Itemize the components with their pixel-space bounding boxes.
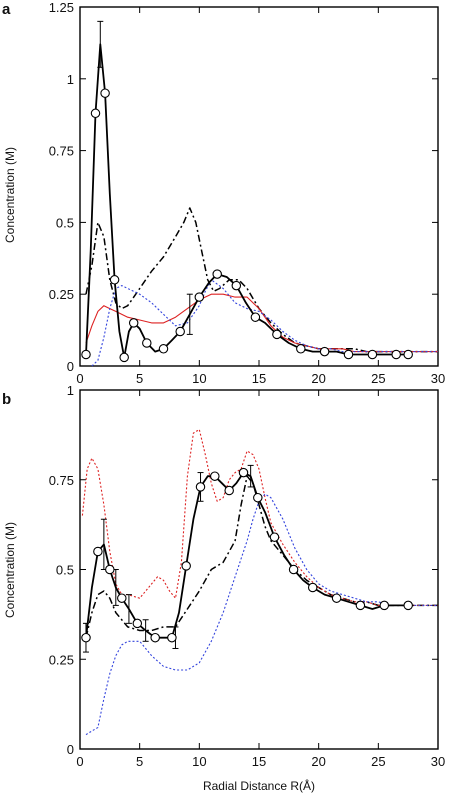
- data-point: [307, 582, 318, 593]
- panel-b-x-tick-labels: 0 5 10 15 20 25 30: [76, 754, 445, 769]
- data-point: [355, 600, 366, 611]
- panel-b-x-axis-label: Radial Distance R(Å): [203, 778, 315, 793]
- x-tick-label: 5: [136, 754, 143, 769]
- x-tick-label: 10: [192, 754, 206, 769]
- panel-a-series: [81, 20, 438, 367]
- series-line-solid-circles: [85, 43, 409, 359]
- y-tick-label: 1: [67, 72, 74, 87]
- data-point: [391, 349, 401, 360]
- panel-b-letter: b: [2, 391, 11, 408]
- data-point: [195, 482, 206, 492]
- data-point: [128, 318, 139, 328]
- data-point: [100, 88, 110, 98]
- y-tick-label: 1: [67, 383, 74, 398]
- y-tick-label: 0.5: [56, 563, 74, 578]
- x-tick-label: 15: [252, 754, 266, 769]
- y-tick-label: 1.25: [49, 0, 74, 15]
- data-point: [367, 349, 378, 360]
- panel-a-y-tick-labels: 0 0.25 0.5 0.75 1 1.25: [49, 0, 74, 374]
- series-line-dotted: [91, 279, 438, 367]
- panel-a-y-axis-label: Concentration (M): [3, 147, 17, 243]
- x-tick-label: 15: [252, 371, 266, 386]
- data-point: [403, 349, 413, 360]
- data-point: [109, 275, 120, 285]
- panel-b-y-tick-labels: 0 0.25 0.5 0.75 1: [49, 383, 74, 757]
- series-line-solid-circles: [85, 471, 409, 639]
- data-point: [105, 564, 115, 575]
- series-line-dotted: [81, 428, 438, 606]
- x-tick-label: 30: [431, 754, 445, 769]
- data-point: [331, 593, 342, 603]
- data-point: [81, 632, 91, 643]
- panel-a-ticks: [79, 6, 439, 367]
- x-tick-label: 0: [76, 371, 83, 386]
- series-line-solid: [85, 293, 438, 353]
- x-tick-label: 25: [371, 371, 385, 386]
- series-line-dash-dot: [85, 475, 438, 638]
- x-tick-label: 25: [371, 754, 385, 769]
- data-point: [250, 312, 261, 322]
- panel-a-frame: [79, 6, 439, 367]
- panel-b-frame: [79, 389, 439, 750]
- data-point: [319, 346, 330, 357]
- x-tick-label: 0: [76, 754, 83, 769]
- panel-b: b Concentration (M) 0 5 10 15 20 25 30 0 0.25 0.…: [2, 383, 445, 793]
- y-tick-label: 0: [67, 742, 74, 757]
- data-point: [90, 108, 101, 119]
- series-line-dotted: [85, 493, 438, 736]
- data-point: [212, 269, 222, 279]
- y-tick-label: 0.5: [56, 215, 74, 230]
- y-tick-label: 0.25: [49, 652, 74, 667]
- data-point: [224, 485, 234, 496]
- series-line-dash-dot: [85, 207, 438, 353]
- panel-b-y-axis-label: Concentration (M): [3, 522, 17, 618]
- y-tick-label: 0.75: [49, 473, 74, 488]
- y-tick-label: 0.75: [49, 144, 74, 159]
- data-point: [231, 280, 242, 291]
- data-point: [238, 467, 249, 478]
- data-point: [175, 326, 185, 337]
- data-point: [403, 600, 413, 611]
- data-point: [167, 632, 177, 643]
- data-point: [181, 561, 191, 571]
- panel-b-series: [81, 428, 438, 736]
- panel-a: a Concentration (M) 0 5 10 15 20 25 30 0 0.25 0.…: [2, 0, 445, 386]
- data-point: [93, 546, 103, 557]
- data-point: [269, 532, 280, 542]
- data-point: [253, 492, 263, 503]
- data-point: [142, 338, 152, 348]
- data-point: [379, 600, 390, 611]
- data-point: [194, 292, 205, 302]
- data-point: [150, 632, 160, 643]
- data-point: [158, 344, 169, 354]
- y-tick-label: 0: [67, 359, 74, 374]
- data-point: [343, 349, 354, 360]
- data-point: [119, 352, 129, 363]
- x-tick-label: 30: [431, 371, 445, 386]
- panel-a-letter: a: [2, 1, 11, 18]
- panel-a-x-tick-labels: 0 5 10 15 20 25 30: [76, 371, 445, 386]
- data-point: [272, 329, 282, 340]
- data-point: [132, 618, 143, 629]
- data-point: [296, 344, 306, 354]
- x-tick-label: 20: [311, 371, 325, 386]
- data-point: [117, 593, 127, 603]
- y-tick-label: 0.25: [49, 287, 74, 302]
- data-point: [288, 564, 299, 575]
- x-tick-label: 5: [136, 371, 143, 386]
- data-point: [210, 471, 220, 481]
- x-tick-label: 20: [311, 754, 325, 769]
- data-point: [81, 349, 91, 360]
- x-tick-label: 10: [192, 371, 206, 386]
- panel-b-ticks: [79, 389, 439, 750]
